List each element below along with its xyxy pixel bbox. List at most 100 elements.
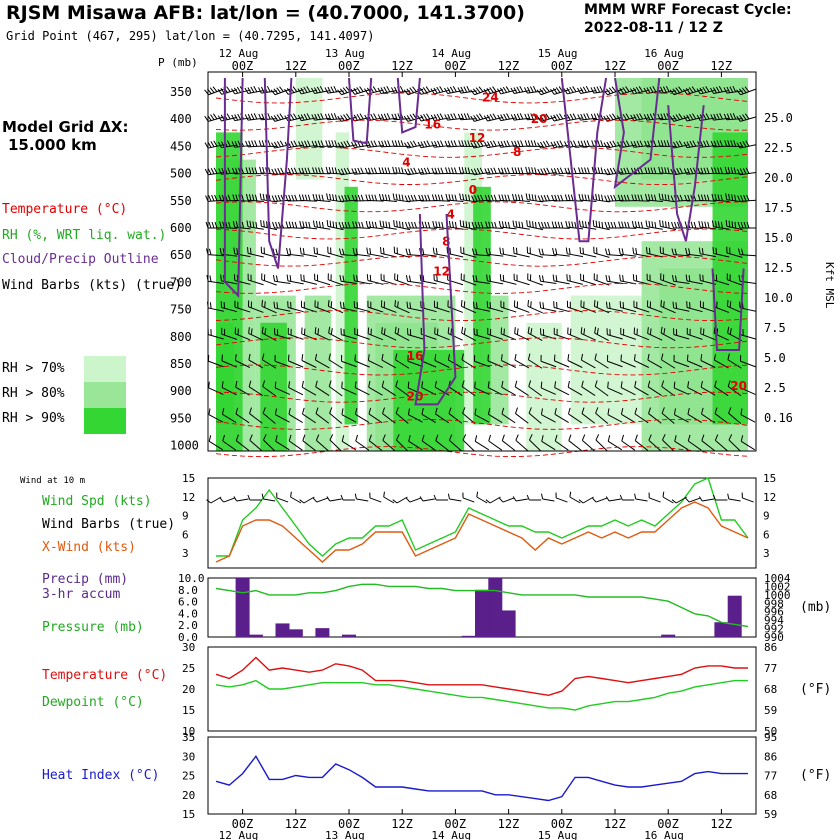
surface-wind-barb-flag	[261, 493, 264, 500]
wind-barb-flag	[580, 300, 582, 307]
wind-barb-flag	[261, 326, 264, 334]
wind-barb-flag	[231, 88, 236, 95]
wind-barb	[421, 434, 436, 451]
wind-barb-flag	[251, 167, 255, 174]
surface-wind-barb	[276, 492, 289, 503]
wind-barb-flag	[598, 194, 601, 201]
wind-barb-shaft	[462, 439, 475, 452]
wind-barb	[315, 434, 329, 452]
wind-barb-flag	[661, 407, 665, 414]
wind-barb-flag	[505, 86, 510, 93]
wind-barb-flag	[397, 140, 401, 147]
wind-barb-flag	[631, 220, 635, 228]
wind-barb-flag	[489, 113, 494, 120]
temperature-contour	[215, 255, 749, 267]
wind-barb-shaft	[248, 359, 264, 369]
wind-barb-flag	[241, 194, 245, 201]
wind-barb	[595, 434, 608, 452]
label-pressure: Pressure (mb)	[42, 620, 144, 635]
wind-barb-flag	[405, 221, 408, 229]
wind-barb	[550, 140, 570, 149]
wind-barb-flag	[545, 113, 550, 120]
wind-barb-flag	[341, 221, 345, 229]
wind-barb	[445, 220, 464, 230]
wind-barb-flag	[261, 140, 265, 147]
wind-barb-flag	[567, 167, 571, 174]
wind-barb-flag	[245, 140, 249, 148]
wind-barb-flag	[369, 274, 372, 282]
temperature-contour-label: 20	[730, 379, 747, 393]
wind-barb-flag	[423, 140, 428, 147]
wind-barb	[221, 381, 237, 396]
cloud-outline	[711, 268, 745, 351]
wind-barb	[736, 86, 756, 96]
wind-barb-shaft	[316, 439, 329, 452]
wind-barb-flag	[320, 113, 324, 120]
wind-barb-flag	[380, 113, 385, 121]
wind-barb-flag	[340, 328, 342, 335]
wind-barb-flag	[672, 301, 675, 308]
wind-barb-flag	[674, 221, 677, 229]
wind-barb-flag	[502, 274, 505, 282]
wind-barb	[511, 193, 530, 202]
wind-barb-shaft	[368, 360, 384, 368]
wind-barb-flag	[577, 114, 581, 121]
wind-barb-flag	[739, 115, 744, 121]
wind-barb-flag	[577, 140, 581, 148]
wind-barb	[288, 407, 303, 423]
wind-barb-flag	[545, 140, 550, 147]
wind-barb-shaft	[462, 412, 476, 424]
pressure-unit-label: (mb)	[800, 600, 832, 615]
wind-barb-flag	[686, 168, 691, 175]
wind-barb	[262, 380, 276, 397]
wind-barb-shaft	[368, 386, 383, 396]
wind-barb-flag	[536, 115, 542, 122]
wind-barb-flag	[225, 221, 228, 229]
wind-barb-flag	[572, 113, 577, 120]
wind-barb-flag	[687, 407, 690, 415]
wind-barb-flag	[654, 221, 657, 229]
wind-barb-flag	[490, 328, 492, 336]
surface-wind-barb-flag	[247, 494, 251, 501]
wind-barb-flag	[557, 221, 561, 229]
rh-fill-band	[570, 295, 642, 425]
wind-barb-flag	[527, 273, 529, 280]
wind-barb	[525, 193, 544, 203]
surface-wind-barb-flag	[685, 497, 690, 503]
wind-barb-flag	[591, 140, 595, 147]
wind-barb-flag	[368, 407, 372, 415]
legend-rh80-label: RH > 80%	[2, 386, 65, 401]
wind-barb-flag	[477, 194, 481, 202]
wind-barb-flag	[566, 114, 571, 121]
wind-barb-shaft	[687, 413, 702, 423]
wind-barb-shaft	[568, 413, 583, 424]
wind-barb-flag	[658, 166, 661, 174]
wind-barb-shaft	[407, 387, 424, 395]
wind-barb-flag	[316, 247, 319, 255]
wind-barb-flag	[303, 113, 308, 120]
rh-fill-band	[344, 186, 358, 425]
wind-barb-flag	[397, 328, 400, 335]
wind-barb-flag	[275, 435, 278, 442]
wind-barb-flag	[617, 141, 621, 148]
surface-wind-barb	[634, 493, 648, 502]
wind-barb	[248, 380, 263, 396]
temp-f-tick: 59	[764, 704, 777, 717]
wind-barb	[524, 140, 544, 147]
wind-barb-flag	[532, 221, 534, 228]
wind-barb-flag	[555, 248, 558, 255]
wind-barb-flag	[472, 274, 475, 282]
wind-barb	[524, 113, 544, 121]
wind-barb-flag	[258, 113, 262, 120]
wind-barb-shaft	[435, 440, 449, 451]
wind-barb-flag	[329, 220, 332, 228]
surface-wind-barb-flag	[741, 492, 743, 498]
wind-barb-shaft	[740, 387, 756, 395]
wind-barb-flag	[459, 219, 462, 227]
heat-panel-frame	[207, 736, 757, 815]
wind-barb	[394, 326, 410, 341]
wind-barb-shaft	[355, 413, 370, 423]
pressure-axis-title: P (mb)	[158, 56, 198, 69]
wind-barb-flag	[660, 140, 664, 147]
wind-barb	[380, 247, 397, 258]
